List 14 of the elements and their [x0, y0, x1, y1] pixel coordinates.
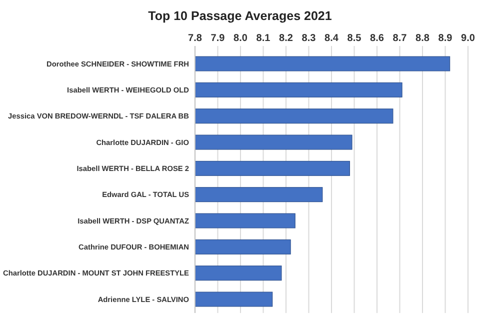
x-tick-label: 8.5 — [347, 33, 362, 44]
x-tick-label: 8.3 — [302, 33, 316, 44]
x-tick-label: 8.1 — [256, 33, 271, 44]
x-tick-label: 8.6 — [370, 33, 384, 44]
x-tick-label: 8.4 — [324, 33, 339, 44]
x-tick-label: 7.8 — [188, 33, 202, 44]
x-tick-label: 8.7 — [392, 33, 408, 44]
chart-title: Top 10 Passage Averages 2021 — [148, 9, 332, 23]
x-tick-label: 8.0 — [234, 33, 248, 44]
x-tick-label: 9.0 — [461, 33, 476, 44]
x-tick-label: 8.9 — [438, 33, 453, 44]
x-tick-label: 8.2 — [279, 33, 294, 44]
x-tick-label: 7.9 — [210, 33, 226, 44]
x-tick-label: 8.8 — [416, 33, 430, 44]
